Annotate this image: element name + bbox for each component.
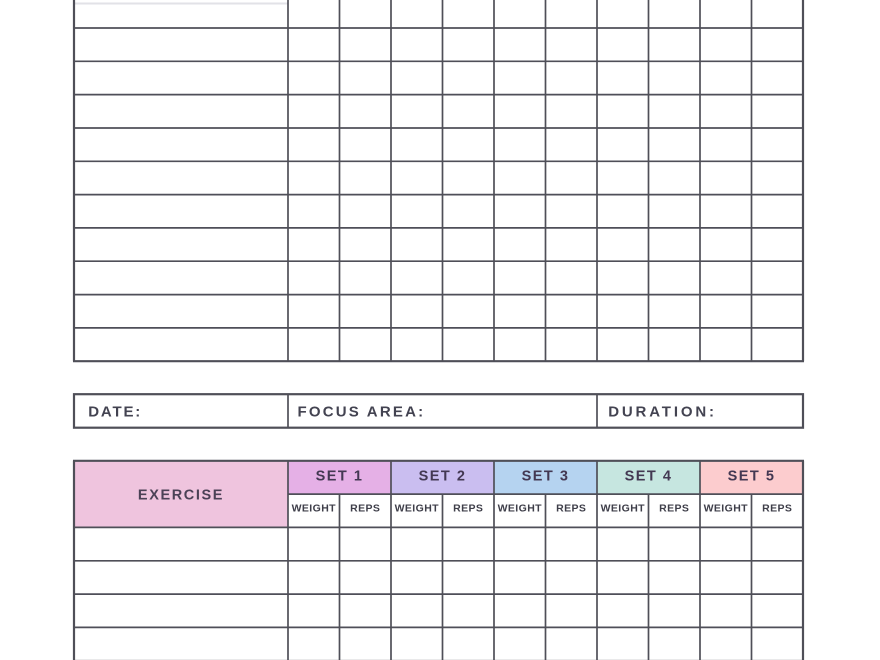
svg-text:DATE:: DATE: — [88, 404, 142, 421]
svg-text:SET 4: SET 4 — [625, 469, 673, 485]
svg-text:DURATION:: DURATION: — [608, 404, 717, 421]
svg-text:REPS: REPS — [762, 503, 792, 515]
svg-text:WEIGHT: WEIGHT — [498, 503, 543, 515]
svg-text:WEIGHT: WEIGHT — [292, 503, 337, 515]
svg-text:WEIGHT: WEIGHT — [601, 503, 646, 515]
svg-text:SET 3: SET 3 — [522, 469, 570, 485]
svg-text:SET 5: SET 5 — [728, 469, 776, 485]
svg-text:SET 2: SET 2 — [419, 469, 467, 485]
svg-text:FOCUS AREA:: FOCUS AREA: — [298, 404, 426, 421]
svg-text:SET 1: SET 1 — [316, 469, 364, 485]
svg-text:REPS: REPS — [453, 503, 483, 515]
svg-text:REPS: REPS — [556, 503, 586, 515]
svg-text:WEIGHT: WEIGHT — [704, 503, 749, 515]
svg-text:REPS: REPS — [350, 503, 380, 515]
svg-text:EXERCISE: EXERCISE — [138, 487, 224, 503]
svg-text:REPS: REPS — [659, 503, 689, 515]
svg-text:WEIGHT: WEIGHT — [395, 503, 440, 515]
